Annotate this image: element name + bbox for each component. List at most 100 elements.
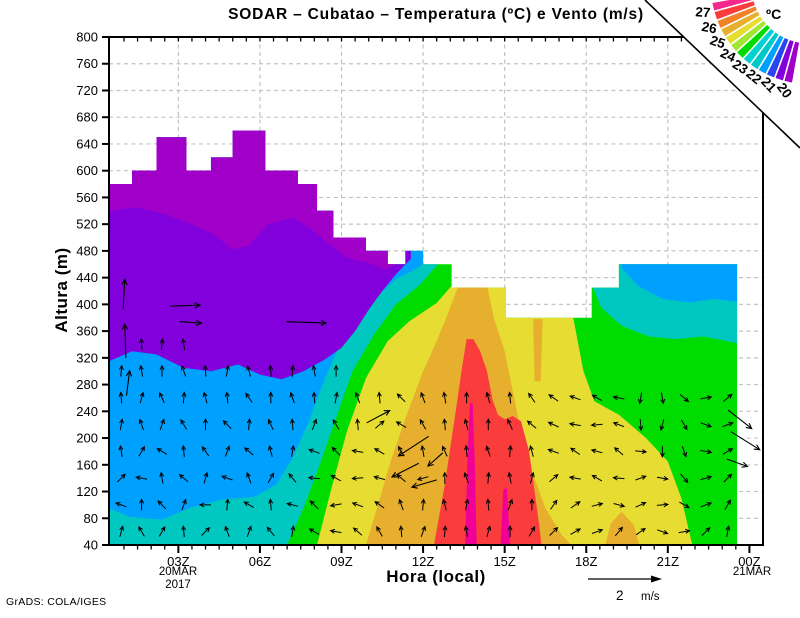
wind-vector (614, 526, 624, 537)
y-tick-label: 160 (76, 457, 98, 472)
wind-vector (311, 364, 317, 377)
wind-vector (138, 364, 144, 377)
wind-vector (396, 393, 406, 403)
wind-vector (529, 445, 534, 457)
wind-vector (246, 471, 252, 484)
wind-vector (612, 395, 625, 401)
temp-band (620, 257, 738, 303)
wind-vector (485, 498, 491, 511)
y-tick-label: 120 (76, 484, 98, 499)
wind-vector (569, 395, 581, 401)
y-tick-label: 760 (76, 56, 98, 71)
wind-vector (246, 418, 252, 431)
wind-vector (221, 475, 233, 481)
wind-vector (138, 525, 145, 537)
wind-vector (700, 422, 713, 428)
wind-vector (138, 418, 144, 431)
legend-tick-label: 25 (708, 33, 727, 52)
y-tick-label: 280 (76, 377, 98, 392)
wind-scale-value: 2 (616, 588, 624, 603)
wind-vector (179, 319, 203, 327)
wind-vector (139, 498, 145, 511)
wind-vector (245, 392, 253, 403)
wind-vector (157, 500, 167, 510)
wind-vector (224, 445, 231, 457)
wind-vector (332, 418, 340, 430)
wind-vector (202, 391, 208, 404)
wind-vector (547, 421, 559, 428)
wind-vector (419, 418, 427, 430)
wind-vector (266, 526, 275, 537)
wind-vector (590, 448, 603, 454)
wind-vector (355, 418, 361, 431)
wind-vector (268, 391, 274, 404)
wind-vector (549, 473, 559, 483)
wind-vector (613, 447, 624, 456)
wind-vector (637, 392, 643, 405)
wind-vector (507, 444, 513, 457)
wind-vector (180, 418, 187, 430)
wind-vector (656, 476, 669, 481)
wind-vector (139, 391, 145, 404)
wind-vector (156, 448, 168, 455)
wind-vector (486, 525, 492, 538)
wind-vector (568, 475, 581, 481)
wind-vector (330, 474, 342, 482)
start-date-line2: 2017 (165, 579, 191, 591)
wind-vector (700, 475, 713, 481)
wind-vector (723, 473, 733, 483)
wind-scale-arrowhead (651, 575, 662, 583)
wind-vector (441, 445, 448, 457)
wind-vector (722, 448, 734, 455)
wind-vector (410, 479, 438, 489)
grads-watermark: GrADS: COLA/IGES (6, 596, 107, 608)
wind-vector (635, 475, 647, 481)
wind-vector (397, 435, 429, 457)
wind-vector (159, 364, 165, 377)
wind-vector (267, 472, 275, 484)
wind-vector (485, 445, 491, 457)
x-tick-label: 18Z (575, 554, 597, 569)
wind-vector (290, 364, 296, 377)
wind-scale-unit: m/s (641, 591, 660, 603)
wind-vector (308, 448, 320, 454)
wind-vector (333, 364, 339, 377)
wind-vector (390, 462, 420, 478)
wind-vector (135, 475, 148, 481)
wind-vector (243, 501, 255, 509)
temp-band (500, 487, 511, 545)
wind-vector (329, 502, 342, 508)
y-tick-label: 680 (76, 110, 98, 125)
wind-vector (311, 391, 317, 404)
wind-vector (329, 528, 342, 534)
x-tick-label: 21Z (657, 554, 679, 569)
wind-vector (119, 418, 124, 431)
wind-vector (420, 391, 426, 404)
wind-vector (268, 445, 273, 457)
y-tick-label: 800 (76, 30, 98, 45)
wind-vector (222, 420, 232, 429)
wind-vector (366, 410, 391, 424)
wind-vector (528, 525, 536, 537)
wind-vector (181, 391, 187, 404)
wind-vector (570, 528, 582, 535)
wind-vector (203, 471, 209, 484)
wind-vector (118, 444, 124, 457)
y-tick-label: 560 (76, 190, 98, 205)
wind-vector (528, 392, 536, 403)
wind-vector (507, 418, 513, 430)
temp-band (465, 403, 477, 545)
wind-vector (570, 501, 581, 509)
wind-vector (680, 473, 689, 484)
x-tick-label: 15Z (493, 554, 515, 569)
wind-vector (507, 471, 513, 484)
wind-vector (547, 448, 559, 454)
wind-vector (442, 391, 448, 404)
wind-vector (529, 471, 535, 484)
wind-vector (722, 421, 734, 428)
x-tick-label: 00Z (738, 554, 760, 569)
wind-vector (568, 422, 581, 427)
wind-vector (416, 476, 429, 481)
wind-vector (286, 319, 328, 327)
wind-vector (727, 409, 753, 430)
